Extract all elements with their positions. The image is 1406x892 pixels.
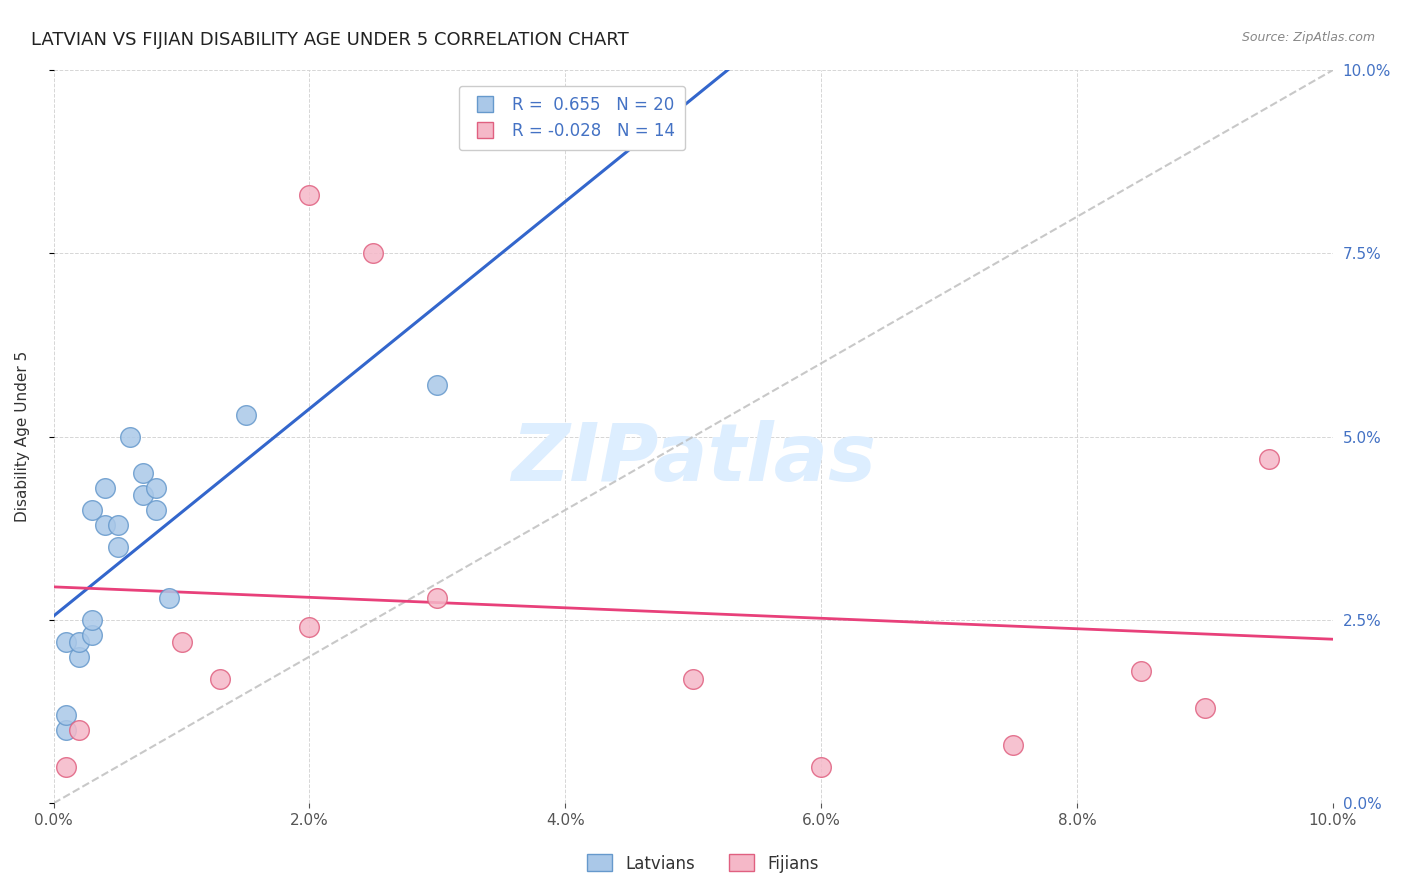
Point bbox=[80, 503, 103, 517]
Point bbox=[298, 187, 321, 202]
Point bbox=[132, 488, 155, 502]
Point bbox=[55, 708, 77, 723]
Point bbox=[67, 649, 90, 664]
Legend: Latvians, Fijians: Latvians, Fijians bbox=[581, 847, 825, 880]
Point bbox=[682, 672, 704, 686]
Point bbox=[145, 503, 167, 517]
Point bbox=[1258, 451, 1281, 466]
Text: Source: ZipAtlas.com: Source: ZipAtlas.com bbox=[1241, 31, 1375, 45]
Text: ZIPatlas: ZIPatlas bbox=[510, 419, 876, 498]
Y-axis label: Disability Age Under 5: Disability Age Under 5 bbox=[15, 351, 30, 522]
Legend: R =  0.655   N = 20, R = -0.028   N = 14: R = 0.655 N = 20, R = -0.028 N = 14 bbox=[458, 86, 685, 150]
Text: LATVIAN VS FIJIAN DISABILITY AGE UNDER 5 CORRELATION CHART: LATVIAN VS FIJIAN DISABILITY AGE UNDER 5… bbox=[31, 31, 628, 49]
Point bbox=[94, 517, 117, 532]
Point bbox=[67, 723, 90, 737]
Point bbox=[55, 723, 77, 737]
Point bbox=[145, 481, 167, 495]
Point bbox=[80, 627, 103, 641]
Point bbox=[363, 246, 385, 260]
Point bbox=[67, 635, 90, 649]
Point bbox=[426, 591, 449, 605]
Point bbox=[1194, 701, 1216, 715]
Point bbox=[810, 759, 832, 773]
Point bbox=[80, 613, 103, 627]
Point bbox=[120, 430, 142, 444]
Point bbox=[298, 620, 321, 634]
Point bbox=[94, 481, 117, 495]
Point bbox=[107, 540, 129, 554]
Point bbox=[55, 635, 77, 649]
Point bbox=[426, 378, 449, 392]
Point bbox=[157, 591, 180, 605]
Point bbox=[1130, 665, 1153, 679]
Point bbox=[132, 467, 155, 481]
Point bbox=[235, 408, 257, 422]
Point bbox=[170, 635, 193, 649]
Point bbox=[208, 672, 231, 686]
Point bbox=[1002, 738, 1025, 752]
Point bbox=[107, 517, 129, 532]
Point bbox=[55, 759, 77, 773]
